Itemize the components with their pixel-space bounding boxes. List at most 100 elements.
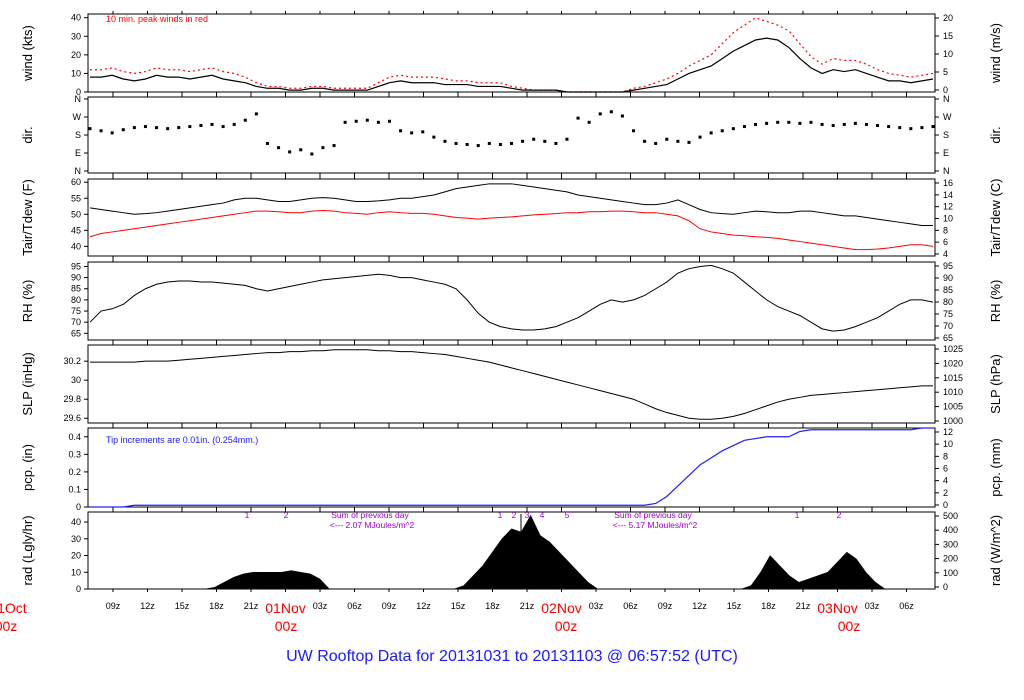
y-tick-label-right: 12 <box>943 427 953 437</box>
meteogram-chart: wind (kts) wind (m/s)01020304005101520dir… <box>0 11 1003 634</box>
y-tick-label: 0.3 <box>68 449 81 459</box>
y-tick-label-right: 300 <box>943 539 958 549</box>
x-day-label: 31Oct <box>0 600 27 616</box>
direction-point <box>376 120 380 124</box>
direction-point <box>898 126 902 130</box>
x-day-label: 02Nov <box>541 600 581 616</box>
y-tick-label-right: S <box>943 130 949 140</box>
y-tick-label: 55 <box>71 193 81 203</box>
direction-point <box>587 120 591 124</box>
radiation-sum-label: Sum of previous day <box>614 510 692 520</box>
direction-point <box>254 112 258 116</box>
x-tick-label: 18z <box>209 601 224 611</box>
panel-frame <box>87 178 936 257</box>
y-tick-label: 80 <box>71 295 81 305</box>
precip-annotation: Tip increments are 0.01in. (0.254mm.) <box>106 435 258 445</box>
y-tick-label-right: W <box>943 112 952 122</box>
direction-point <box>343 120 347 124</box>
hour-marker: 4 <box>540 510 545 520</box>
y-tick-label: N <box>75 94 82 104</box>
direction-point <box>643 139 647 143</box>
direction-point <box>931 125 935 129</box>
wind-annotation: 10 min. peak winds in red <box>106 14 208 24</box>
y-tick-label-right: 1025 <box>943 344 963 354</box>
panel-frame <box>87 261 936 341</box>
panel-frame <box>87 344 936 424</box>
x-tick-label: 21z <box>244 601 259 611</box>
y-tick-label-right: 16 <box>943 178 953 188</box>
y-tick-label: 30 <box>71 31 81 41</box>
direction-point <box>443 139 447 143</box>
y-tick-label: S <box>75 130 81 140</box>
y-tick-label: 65 <box>71 328 81 338</box>
chart-title: UW Rooftop Data for 20131031 to 20131103… <box>286 648 738 665</box>
y-tick-label-right: 500 <box>943 511 958 521</box>
direction-point <box>709 131 713 135</box>
radiation-sum-value: <--- 5.17 MJoules/m^2 <box>613 520 698 530</box>
y-tick-label-right: 75 <box>943 309 953 319</box>
x-day-label: 03Nov <box>817 600 857 616</box>
direction-point <box>177 126 181 130</box>
direction-point <box>598 112 602 116</box>
direction-point <box>432 135 436 139</box>
hour-marker: 2 <box>284 510 289 520</box>
direction-point <box>99 129 103 133</box>
direction-point <box>199 124 203 127</box>
y-tick-label: 10 <box>71 68 81 78</box>
y-tick-label: 20 <box>71 551 81 561</box>
y-tick-label: 29.6 <box>63 413 81 423</box>
direction-point <box>831 124 835 127</box>
x-tick-label: 06z <box>623 601 638 611</box>
y-axis-label: dir. <box>20 126 35 143</box>
y-tick-label: 50 <box>71 209 81 219</box>
peak-wind-series <box>90 17 934 93</box>
y-tick-label: 29.8 <box>63 394 81 404</box>
y-tick-label: 70 <box>71 317 81 327</box>
hour-marker: 3 <box>525 510 530 520</box>
y-tick-label: 90 <box>71 273 81 283</box>
y-tick-label-right: N <box>943 166 950 176</box>
direction-point <box>221 125 225 129</box>
direction-point <box>88 127 92 131</box>
y-axis-label-right: wind (m/s) <box>988 23 1003 84</box>
y-axis-label-right: pcp. (mm) <box>988 438 1003 497</box>
direction-point <box>609 110 613 114</box>
direction-point <box>354 119 358 123</box>
y-tick-label-right: 90 <box>943 273 953 283</box>
direction-point <box>166 127 170 131</box>
y-tick-label-right: 95 <box>943 261 953 271</box>
direction-point <box>687 140 691 144</box>
x-tick-label: 12z <box>416 601 431 611</box>
direction-point <box>620 114 624 118</box>
y-tick-label: 40 <box>71 13 81 23</box>
y-tick-label-right: 70 <box>943 321 953 331</box>
direction-point <box>876 124 880 127</box>
direction-point <box>654 141 658 145</box>
y-axis-label-right: RH (%) <box>988 280 1003 323</box>
direction-point <box>510 141 513 145</box>
y-tick-label-right: 4 <box>943 249 948 259</box>
direction-point <box>521 139 525 143</box>
x-tick-label: 06z <box>347 601 362 611</box>
direction-point <box>265 141 269 145</box>
direction-point <box>576 116 580 120</box>
y-tick-label-right: 200 <box>943 554 958 564</box>
y-tick-label: 40 <box>71 241 81 251</box>
y-tick-label: 95 <box>71 261 81 271</box>
y-tick-label-right: 5 <box>943 67 948 77</box>
radiation-area <box>90 514 933 590</box>
y-tick-label: 30 <box>71 534 81 544</box>
x-tick-label: 12z <box>692 601 707 611</box>
y-tick-label-right: 6 <box>943 464 948 474</box>
y-axis-label-right: rad (W/m^2) <box>988 515 1003 586</box>
y-axis-label: wind (kts) <box>20 25 35 82</box>
direction-point <box>820 122 824 126</box>
direction-point <box>765 121 769 125</box>
y-tick-label-right: 1020 <box>943 358 963 368</box>
y-tick-label: 0 <box>76 584 81 594</box>
y-tick-label: 0.1 <box>68 484 81 494</box>
y-tick-label-right: 14 <box>943 190 953 200</box>
direction-point <box>454 141 458 145</box>
rh-series <box>89 264 934 332</box>
x-tick-label: 03z <box>865 601 880 611</box>
